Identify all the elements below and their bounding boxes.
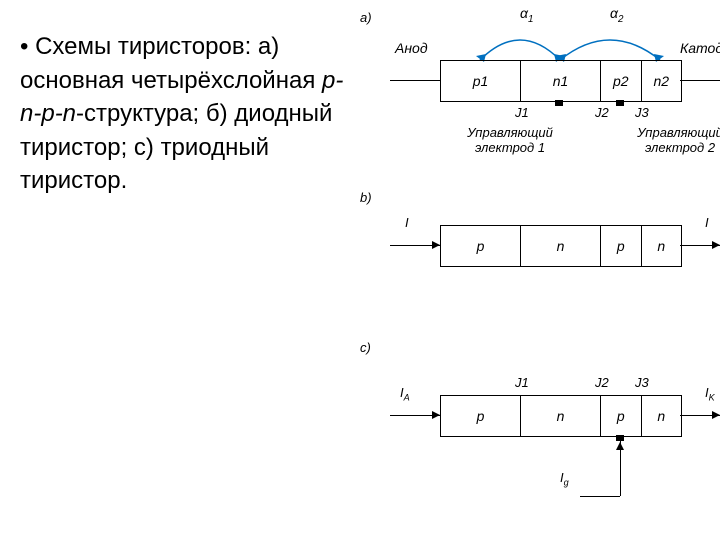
seg-p-b1: p [441, 226, 521, 266]
diagram-b-label: b) [360, 190, 372, 205]
seg-n-b2: n [642, 226, 682, 266]
j1-c-label: J1 [515, 375, 529, 390]
diagram-c-label: c) [360, 340, 371, 355]
seg-n-b1: n [521, 226, 601, 266]
seg-n2: n2 [642, 61, 682, 101]
ik-label: IK [705, 385, 715, 403]
electrode1-label: Управляющий электрод 1 [450, 125, 570, 155]
structure-c: p n p n [440, 395, 682, 437]
anode-label: Анод [395, 40, 428, 56]
anode-lead [390, 80, 440, 81]
j2-c-label: J2 [595, 375, 609, 390]
seg-p-b2: p [601, 226, 642, 266]
seg-n-c2: n [642, 396, 682, 436]
structure-a: p1 n1 p2 n2 [440, 60, 682, 102]
j3-a-label: J3 [635, 105, 649, 120]
cathode-lead [680, 80, 720, 81]
seg-p-c2: p [601, 396, 642, 436]
diagram-a-label: a) [360, 10, 372, 25]
seg-p2: p2 [601, 61, 642, 101]
i-right-b: I [705, 215, 709, 230]
seg-n1: n1 [521, 61, 601, 101]
arrow-gate [616, 442, 624, 450]
seg-n-c1: n [521, 396, 601, 436]
diagram-area: a) α1 α2 Анод Катод p1 n1 p2 n2 J1 J2 J3… [360, 0, 720, 540]
ia-label: IA [400, 385, 410, 403]
alpha-arcs [440, 18, 680, 63]
arrow-b-left [432, 241, 440, 249]
seg-p-c1: p [441, 396, 521, 436]
arrow-b-right [712, 241, 720, 249]
cathode-label: Катод [680, 40, 720, 56]
j2-a-label: J2 [595, 105, 609, 120]
bullet-text: Схемы тиристоров: a) основная четырёхсло… [20, 30, 350, 198]
ig-label: Ig [560, 470, 569, 488]
gate-lead-h [580, 496, 620, 497]
electrode2-label: Управляющий электрод 2 [630, 125, 720, 155]
j1-a-label: J1 [515, 105, 529, 120]
seg-p1: p1 [441, 61, 521, 101]
arrow-c-left [432, 411, 440, 419]
arrow-c-right [712, 411, 720, 419]
contact-a-1 [555, 100, 563, 106]
j3-c-label: J3 [635, 375, 649, 390]
structure-b: p n p n [440, 225, 682, 267]
i-left-b: I [405, 215, 409, 230]
contact-a-2 [616, 100, 624, 106]
